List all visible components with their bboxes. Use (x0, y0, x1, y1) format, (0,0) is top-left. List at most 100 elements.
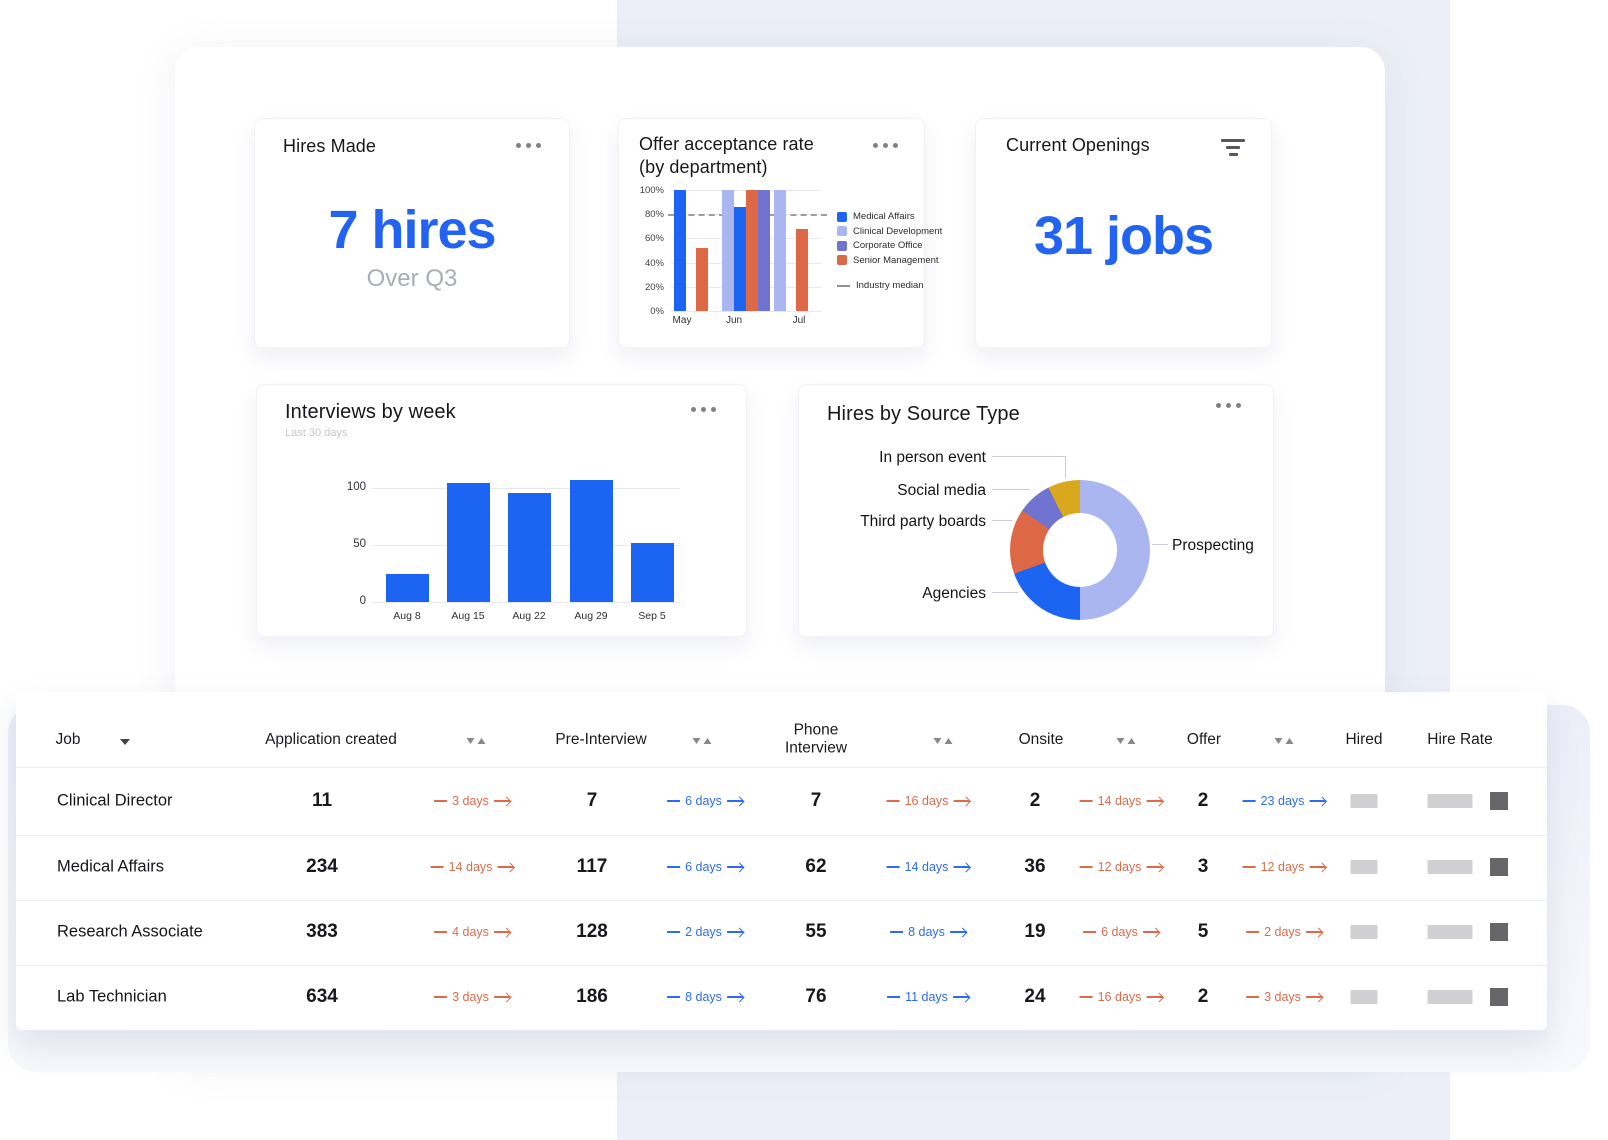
days-label: 14 days (904, 860, 949, 874)
x-axis-tick: Aug 15 (451, 610, 485, 622)
divider (16, 835, 1547, 836)
stage-days-arrow: 6 days (1083, 925, 1159, 939)
gridline (372, 488, 680, 489)
card-title: Offer acceptance rate (by department) (639, 133, 814, 180)
y-axis-tick: 20% (644, 281, 664, 293)
arrow-right-icon (1146, 800, 1163, 802)
chart-bar (696, 248, 708, 311)
y-axis-tick: 0% (650, 306, 664, 317)
connector-line (992, 456, 1066, 457)
hire-rate-box (1490, 792, 1508, 810)
stage-value: 383 (306, 921, 338, 942)
card-title-line2: (by department) (639, 157, 768, 178)
legend-item: Corporate Office (837, 240, 923, 251)
sort-icons[interactable] (933, 738, 953, 744)
x-axis-tick: Sep 5 (638, 610, 666, 622)
sort-icons[interactable] (692, 738, 712, 744)
column-header-phone-interview[interactable]: Phone Interview (784, 721, 848, 757)
legend-item: Medical Affairs (837, 211, 915, 222)
sort-icons[interactable] (466, 738, 486, 744)
x-axis-tick: Aug 22 (512, 610, 546, 622)
legend-label: Corporate Office (853, 240, 923, 251)
days-label: 16 days (1097, 990, 1142, 1004)
days-label: 8 days (908, 925, 945, 939)
job-name: Lab Technician (57, 987, 167, 1006)
days-label: 4 days (452, 925, 489, 939)
stage-value: 117 (576, 856, 608, 877)
days-label: 2 days (685, 925, 722, 939)
column-header-offer[interactable]: Offer (1186, 730, 1222, 748)
arrow-right-icon (1305, 931, 1322, 933)
arrow-right-icon (1146, 866, 1163, 868)
kebab-menu-icon[interactable] (691, 407, 716, 412)
stage-value: 76 (805, 986, 827, 1007)
days-label: 3 days (1264, 990, 1301, 1004)
stage-value: 234 (306, 856, 338, 877)
stage-days-arrow: 23 days (1242, 794, 1326, 808)
connector-line (992, 489, 1030, 490)
days-label: 6 days (685, 794, 722, 808)
column-header-onsite[interactable]: Onsite (1018, 730, 1064, 748)
sort-icons[interactable] (1274, 738, 1294, 744)
connector-line (1065, 456, 1066, 478)
stage-value: 3 (1197, 856, 1209, 877)
arrow-right-icon (1142, 931, 1159, 933)
chart-bar (722, 190, 734, 311)
card-title: Current Openings (1006, 135, 1150, 155)
arrow-right-icon (953, 866, 970, 868)
current-openings-value: 31 jobs (1033, 206, 1214, 266)
stage-value: 128 (576, 921, 608, 942)
dash-icon (1083, 931, 1097, 933)
stage-value: 7 (586, 790, 598, 811)
days-label: 2 days (1264, 925, 1301, 939)
median-dash-icon (837, 284, 850, 287)
days-label: 11 days (905, 990, 948, 1004)
stage-days-arrow: 4 days (434, 925, 510, 939)
job-name: Clinical Director (57, 791, 173, 810)
donut-hole (1043, 513, 1117, 587)
column-header-pre-interview[interactable]: Pre-Interview (555, 730, 647, 748)
chart-bar (507, 492, 551, 602)
stage-value: 24 (1024, 986, 1046, 1007)
kebab-menu-icon[interactable] (516, 143, 541, 148)
column-header-application-created[interactable]: Application created (265, 730, 397, 748)
stage-value: 634 (306, 986, 338, 1007)
divider (16, 767, 1547, 768)
card-title-line1: Offer acceptance rate (639, 134, 814, 154)
pipeline-table: Job Application created Pre-Interview Ph… (16, 692, 1547, 1030)
hire-rate-box (1490, 923, 1508, 941)
dash-icon (667, 866, 681, 868)
x-axis-tick: Aug 8 (393, 610, 421, 622)
chart-bar (630, 542, 674, 602)
dash-icon (667, 996, 681, 998)
days-label: 16 days (904, 794, 949, 808)
pie-label-third-party-boards: Third party boards (860, 513, 986, 530)
hires-made-card: Hires Made 7 hires Over Q3 (254, 118, 570, 348)
kebab-menu-icon[interactable] (873, 143, 898, 148)
stage-value: 186 (576, 986, 608, 1007)
stage-days-arrow: 8 days (890, 925, 966, 939)
column-header-job[interactable]: Job (55, 730, 81, 748)
job-dropdown-caret-icon[interactable] (120, 739, 130, 745)
connector-line (1152, 544, 1168, 545)
x-axis-tick: Jul (792, 315, 806, 326)
legend-item-industry-median: Industry median (837, 280, 924, 291)
hire-rate-bar (1427, 925, 1473, 939)
stage-value: 2 (1197, 986, 1209, 1007)
arrow-right-icon (493, 800, 510, 802)
dash-icon (667, 800, 681, 802)
current-openings-card: Current Openings 31 jobs (975, 118, 1272, 348)
dash-icon (434, 800, 448, 802)
legend-swatch (837, 226, 847, 236)
chart-bar (446, 483, 490, 602)
stage-days-arrow: 3 days (434, 794, 510, 808)
sort-icons[interactable] (1116, 738, 1136, 744)
stage-value: 36 (1024, 856, 1046, 877)
chart-bar (796, 228, 808, 311)
dash-icon (1079, 996, 1093, 998)
kebab-menu-icon[interactable] (1216, 403, 1241, 408)
legend-label: Medical Affairs (853, 211, 915, 222)
filter-icon[interactable] (1221, 139, 1245, 156)
y-axis-tick: 100% (639, 185, 664, 196)
